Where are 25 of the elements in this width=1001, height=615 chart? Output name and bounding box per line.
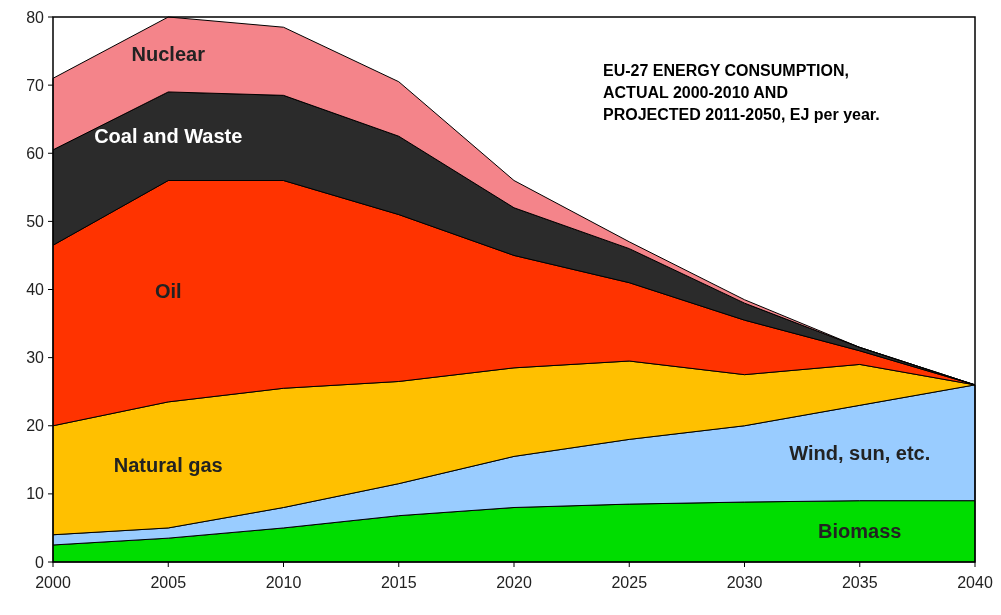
text: EU-27 ENERGY CONSUMPTION, ACTUAL 2000-2010 AND PROJECTED 2011-2050, EJ per year. — [603, 62, 880, 123]
y-tick-label: 40 — [26, 281, 45, 299]
series-label: Biomass — [818, 520, 902, 543]
y-tick-label: 0 — [35, 553, 45, 571]
y-tick-label: 70 — [26, 76, 45, 94]
x-tick-label: 2030 — [726, 574, 763, 591]
x-tick-label: 2020 — [496, 574, 532, 591]
series-label: Nuclear — [131, 43, 206, 66]
series-label: Natural gas — [113, 453, 223, 476]
y-tick-label: 30 — [26, 349, 45, 367]
x-tick-label: 2000 — [35, 574, 71, 591]
y-tick-label: 10 — [26, 485, 45, 503]
y-tick-label: 50 — [26, 212, 45, 230]
x-tick-label: 2035 — [841, 574, 878, 591]
y-tick-label: 20 — [26, 417, 45, 435]
y-tick-label: 80 — [26, 8, 45, 26]
y-tick-label: 60 — [26, 144, 45, 162]
x-tick-label: 2010 — [265, 574, 302, 591]
series-label: Wind, sun, etc. — [789, 442, 931, 464]
x-tick-label: 2015 — [380, 574, 417, 591]
x-tick-label: 2005 — [150, 574, 187, 591]
series-label: Coal and Waste — [94, 125, 243, 148]
x-tick-label: 2025 — [611, 574, 648, 591]
series-label: Oil — [154, 280, 182, 303]
x-tick-label: 2040 — [957, 574, 993, 591]
